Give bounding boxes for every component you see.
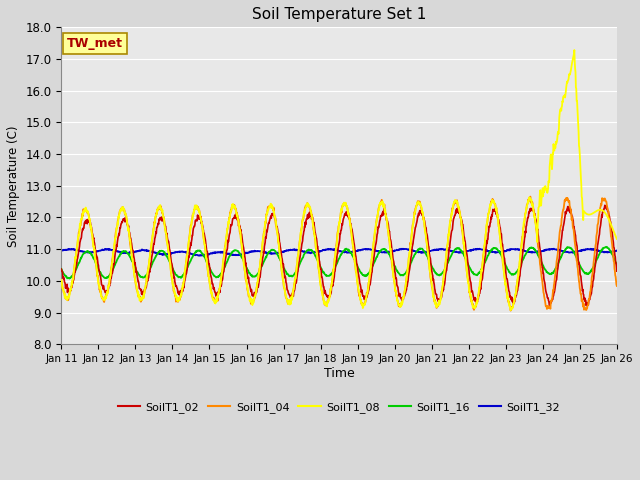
Legend: SoilT1_02, SoilT1_04, SoilT1_08, SoilT1_16, SoilT1_32: SoilT1_02, SoilT1_04, SoilT1_08, SoilT1_… xyxy=(113,397,564,417)
Text: TW_met: TW_met xyxy=(67,37,123,50)
Y-axis label: Soil Temperature (C): Soil Temperature (C) xyxy=(7,125,20,247)
X-axis label: Time: Time xyxy=(324,367,355,380)
Title: Soil Temperature Set 1: Soil Temperature Set 1 xyxy=(252,7,426,22)
